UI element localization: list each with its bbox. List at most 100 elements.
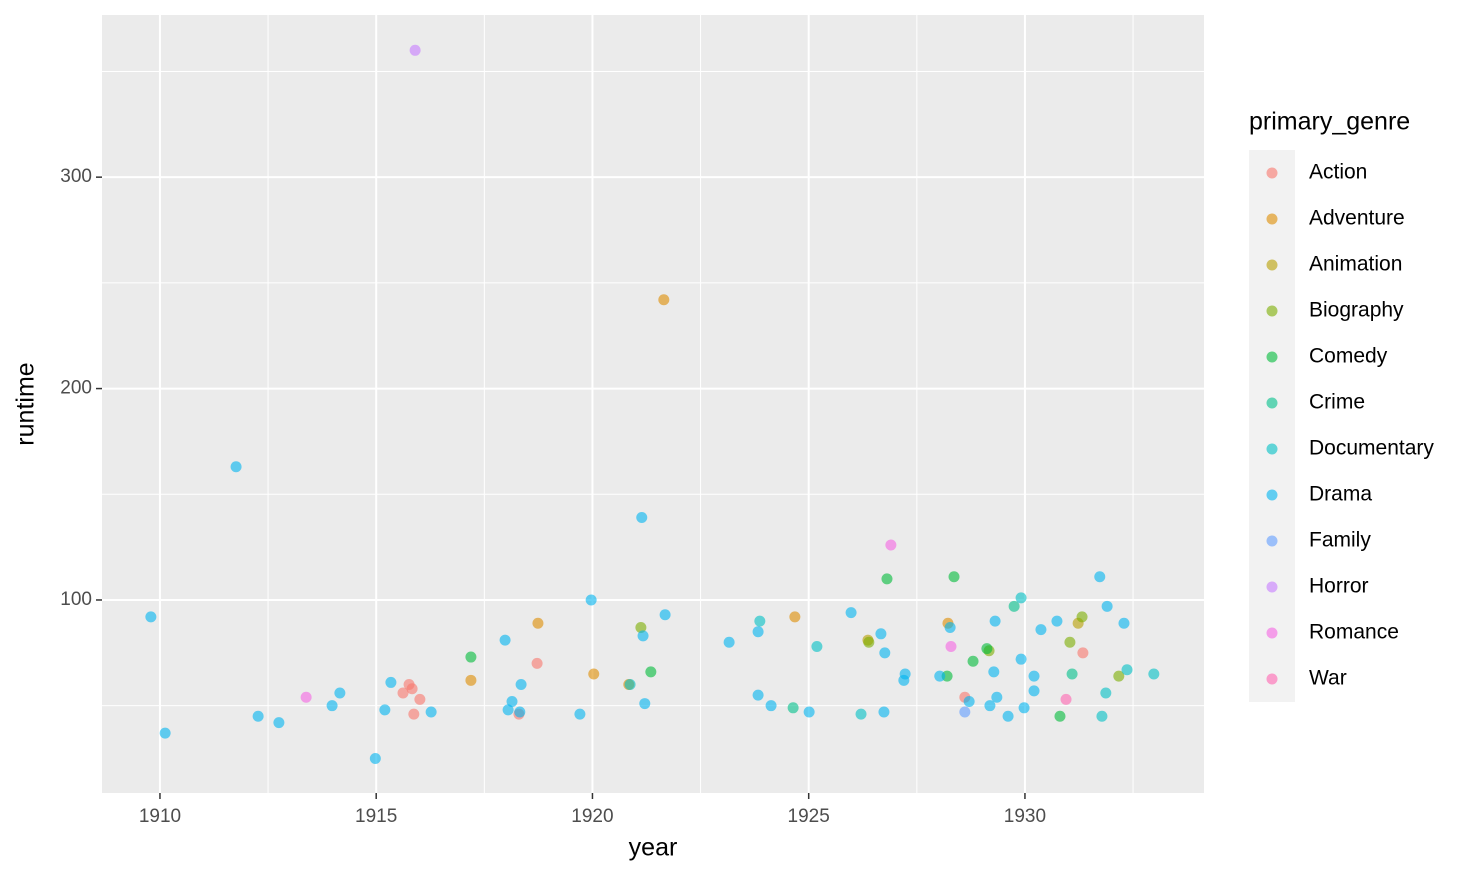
point bbox=[878, 706, 890, 718]
y-axis-title: runtime bbox=[12, 362, 40, 445]
legend-label: Family bbox=[1309, 529, 1371, 552]
point bbox=[414, 693, 426, 705]
point bbox=[803, 706, 815, 718]
point bbox=[723, 636, 735, 648]
grid bbox=[102, 15, 1204, 793]
legend-key bbox=[1266, 305, 1278, 317]
point bbox=[1035, 624, 1047, 636]
legend: Action Adventure Animation Biography Comedy C… bbox=[1249, 150, 1434, 702]
point bbox=[624, 679, 636, 691]
point bbox=[963, 695, 975, 707]
legend-label: Horror bbox=[1309, 575, 1369, 598]
legend-label: Animation bbox=[1309, 253, 1402, 276]
point bbox=[934, 670, 946, 682]
point bbox=[967, 655, 979, 667]
point bbox=[898, 674, 910, 686]
point bbox=[406, 683, 418, 695]
point bbox=[506, 695, 518, 707]
point bbox=[588, 668, 600, 680]
point bbox=[1028, 670, 1040, 682]
point bbox=[1054, 710, 1066, 722]
point bbox=[1002, 710, 1014, 722]
point bbox=[863, 636, 875, 648]
point bbox=[811, 640, 823, 652]
point bbox=[230, 461, 242, 473]
point bbox=[334, 687, 346, 699]
point bbox=[514, 706, 526, 718]
legend-key bbox=[1266, 167, 1278, 179]
legend-key bbox=[1266, 627, 1278, 639]
x-tick-label: 1915 bbox=[355, 806, 397, 827]
y-tick-label: 200 bbox=[60, 378, 92, 399]
point bbox=[989, 615, 1001, 627]
x-tick-label: 1920 bbox=[571, 806, 613, 827]
point bbox=[1015, 592, 1027, 604]
point bbox=[1076, 611, 1088, 623]
x-tick-label: 1910 bbox=[139, 806, 181, 827]
point bbox=[385, 676, 397, 688]
point bbox=[637, 630, 649, 642]
point bbox=[881, 573, 893, 585]
point bbox=[1077, 647, 1089, 659]
legend-key bbox=[1266, 443, 1278, 455]
point bbox=[1051, 615, 1063, 627]
legend-label: Documentary bbox=[1309, 437, 1434, 460]
point bbox=[754, 615, 766, 627]
legend-label: Adventure bbox=[1309, 207, 1405, 230]
legend-key bbox=[1266, 259, 1278, 271]
point bbox=[765, 700, 777, 712]
point bbox=[981, 643, 993, 655]
legend-key bbox=[1266, 351, 1278, 363]
point bbox=[369, 753, 381, 765]
point bbox=[326, 700, 338, 712]
point bbox=[945, 640, 957, 652]
x-tick-label: 1930 bbox=[1004, 806, 1046, 827]
point bbox=[636, 512, 648, 524]
legend-label: Romance bbox=[1309, 621, 1399, 644]
point bbox=[465, 651, 477, 663]
point bbox=[658, 294, 670, 306]
point bbox=[1018, 702, 1030, 714]
point bbox=[1101, 600, 1113, 612]
point bbox=[252, 710, 264, 722]
legend-key bbox=[1266, 535, 1278, 547]
point bbox=[531, 657, 543, 669]
y-tick-label: 300 bbox=[60, 166, 92, 187]
point bbox=[532, 617, 544, 629]
point bbox=[948, 571, 960, 583]
point bbox=[752, 689, 764, 701]
point bbox=[515, 679, 527, 691]
x-axis-title: year bbox=[629, 834, 678, 862]
point bbox=[789, 611, 801, 623]
point bbox=[959, 706, 971, 718]
point bbox=[502, 704, 514, 716]
point bbox=[1066, 668, 1078, 680]
point bbox=[408, 708, 420, 720]
point bbox=[991, 691, 1003, 703]
point bbox=[585, 594, 597, 606]
legend-label: Crime bbox=[1309, 391, 1365, 414]
point bbox=[1121, 664, 1133, 676]
point bbox=[855, 708, 867, 720]
point bbox=[409, 44, 421, 56]
legend-label: Drama bbox=[1309, 483, 1372, 506]
legend-label: War bbox=[1309, 667, 1347, 690]
point bbox=[879, 647, 891, 659]
points bbox=[145, 44, 1160, 765]
point bbox=[1008, 600, 1020, 612]
legend-title: primary_genre bbox=[1249, 108, 1410, 136]
legend-background bbox=[1249, 150, 1295, 702]
point bbox=[300, 691, 312, 703]
point bbox=[984, 700, 996, 712]
y-tick-label: 100 bbox=[60, 589, 92, 610]
point bbox=[159, 727, 171, 739]
point bbox=[635, 621, 647, 633]
point bbox=[465, 674, 477, 686]
point bbox=[574, 708, 586, 720]
point bbox=[1100, 687, 1112, 699]
point bbox=[1094, 571, 1106, 583]
point bbox=[1096, 710, 1108, 722]
legend-key bbox=[1266, 581, 1278, 593]
